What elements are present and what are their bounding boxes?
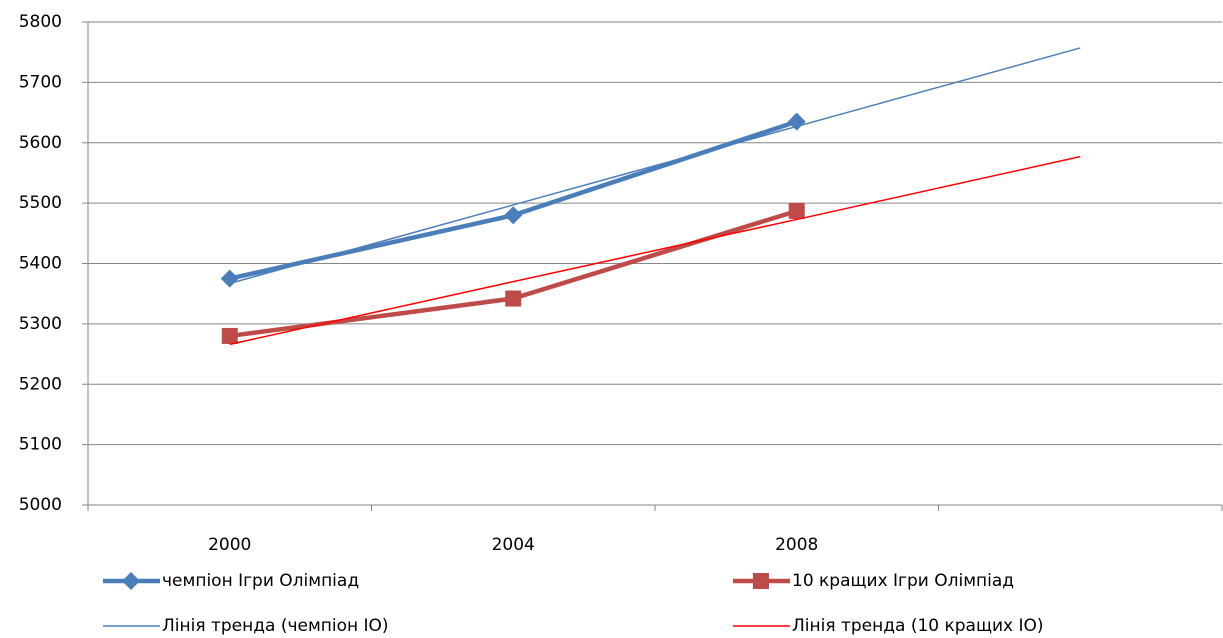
series-line (229, 119, 798, 281)
legend-label: 10 кращих Ігри Олімпіад (792, 571, 1014, 591)
y-tick-label: 5300 (19, 314, 62, 334)
marker (753, 573, 769, 589)
marker (787, 112, 806, 131)
series-line (229, 47, 1081, 285)
y-tick-label: 5400 (19, 254, 62, 274)
marker (788, 202, 805, 219)
x-tick-label: 2008 (775, 535, 818, 555)
y-tick-label: 5100 (19, 435, 62, 455)
marker (122, 572, 140, 590)
y-tick-label: 5500 (19, 193, 62, 213)
y-tick-label: 5000 (19, 495, 62, 515)
y-tick-label: 5200 (19, 374, 62, 394)
y-tick-label: 5700 (19, 72, 62, 92)
legend-label: Лінія тренда (10 кращих ІО) (792, 616, 1044, 636)
marker (505, 290, 522, 307)
marker (221, 327, 238, 344)
legend-label: чемпіон Ігри Олімпіад (162, 571, 359, 591)
marker (220, 269, 239, 288)
y-tick-label: 5800 (19, 12, 62, 32)
marker (504, 206, 523, 225)
x-tick-label: 2004 (492, 535, 535, 555)
x-tick-label: 2000 (208, 535, 251, 555)
y-tick-label: 5600 (19, 133, 62, 153)
legend-label: Лінія тренда (чемпіон ІО) (162, 616, 389, 636)
series-line (229, 155, 1081, 346)
series-line (229, 208, 798, 339)
